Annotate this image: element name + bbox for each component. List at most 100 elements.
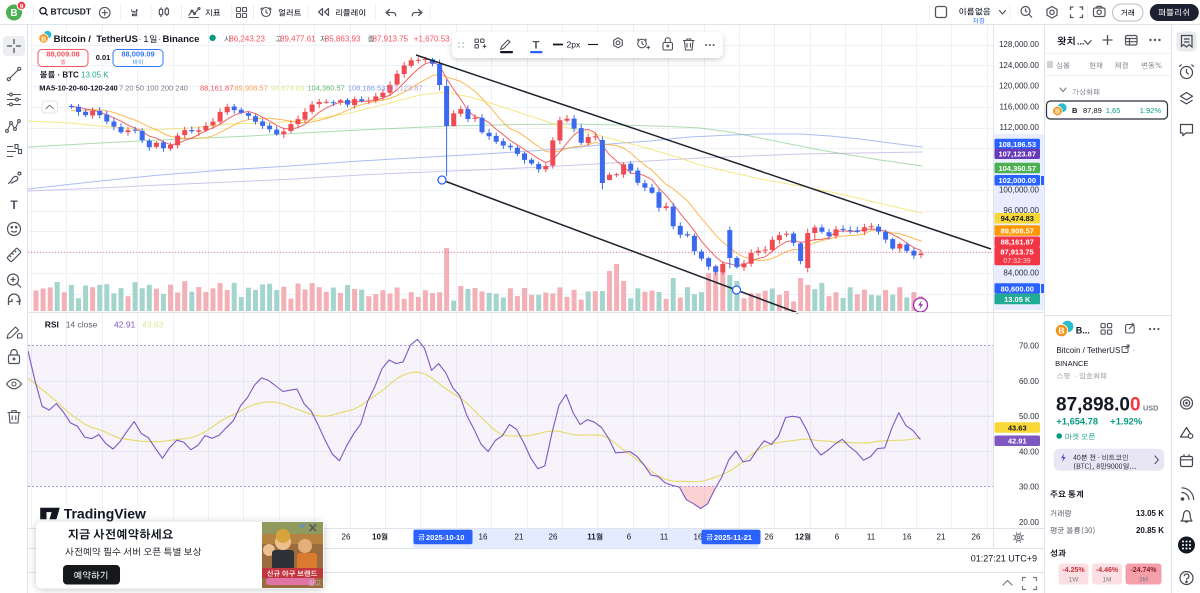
svg-text:...: ... <box>1077 37 1085 47</box>
svg-text:·: · <box>1075 372 1077 381</box>
svg-text:107,123.87: 107,123.87 <box>385 84 423 93</box>
svg-text:2px: 2px <box>567 40 581 50</box>
svg-text:·: · <box>158 34 161 45</box>
svg-text:102,000.00: 102,000.00 <box>998 176 1036 185</box>
svg-text:2025-11-21: 2025-11-21 <box>714 533 752 542</box>
svg-text:116,000.00: 116,000.00 <box>1000 102 1040 111</box>
svg-text:07:32:39: 07:32:39 <box>1003 258 1030 265</box>
svg-text:1: 1 <box>143 34 148 45</box>
svg-text:RSI: RSI <box>45 320 59 330</box>
svg-text:13.05 K: 13.05 K <box>81 71 109 80</box>
svg-text:26: 26 <box>549 533 558 542</box>
svg-text:B: B <box>1072 106 1078 115</box>
svg-text:70.00: 70.00 <box>1019 342 1040 351</box>
svg-text:-24.74%: -24.74% <box>1130 567 1157 574</box>
svg-text:26: 26 <box>342 533 351 542</box>
svg-text:12: 12 <box>795 533 804 542</box>
svg-text:0.01: 0.01 <box>96 53 111 62</box>
svg-text:MA5-10-20-60-120-240: MA5-10-20-60-120-240 <box>39 84 117 93</box>
svg-text:124,000.00: 124,000.00 <box>999 61 1040 70</box>
svg-text:-4.46%: -4.46% <box>1096 567 1119 574</box>
svg-text:· BTC: · BTC <box>58 71 80 80</box>
svg-text:89,477.61: 89,477.61 <box>280 35 316 44</box>
svg-text:-4.25%: -4.25% <box>1062 567 1085 574</box>
svg-text:94,474.83: 94,474.83 <box>1001 214 1034 223</box>
svg-text:21: 21 <box>937 533 946 542</box>
svg-text:16: 16 <box>903 533 912 542</box>
svg-text:26: 26 <box>765 533 774 542</box>
svg-text:89,908.57: 89,908.57 <box>234 84 267 93</box>
svg-text:13.05 K: 13.05 K <box>1004 295 1031 304</box>
svg-text:Bitcoin: Bitcoin <box>54 34 86 45</box>
svg-text:11: 11 <box>867 533 876 542</box>
svg-text:42.91: 42.91 <box>1008 437 1027 446</box>
svg-text:+1,654.78: +1,654.78 <box>1056 417 1098 427</box>
svg-text:·: · <box>1133 346 1136 355</box>
svg-text:86,243.23: 86,243.23 <box>229 35 265 44</box>
svg-text:104,360.57: 104,360.57 <box>307 84 345 93</box>
svg-text:20.85 K: 20.85 K <box>1136 526 1164 535</box>
svg-text:TetherUS: TetherUS <box>96 34 138 45</box>
svg-text:B...: B... <box>1076 326 1090 336</box>
svg-text:1M: 1M <box>1102 577 1111 584</box>
svg-text:T: T <box>10 198 18 212</box>
svg-text:1.92%: 1.92% <box>1140 106 1162 115</box>
svg-text:120,000.00: 120,000.00 <box>999 82 1040 91</box>
svg-text:112,000.00: 112,000.00 <box>1000 123 1040 132</box>
svg-text:1W: 1W <box>1069 577 1080 584</box>
svg-text:87,913.75: 87,913.75 <box>1000 248 1033 257</box>
svg-text:+1,670.53: +1,670.53 <box>414 35 450 44</box>
svg-text:6: 6 <box>835 533 840 542</box>
svg-text:43.63: 43.63 <box>1008 423 1027 432</box>
svg-text:107,123.87: 107,123.87 <box>998 150 1036 159</box>
svg-text:87,913.75: 87,913.75 <box>373 35 409 44</box>
svg-text:1,65: 1,65 <box>1106 106 1121 115</box>
svg-text:6: 6 <box>627 533 632 542</box>
svg-text:B: B <box>1058 326 1064 336</box>
svg-text:87,898.0: 87,898.0 <box>1056 395 1130 416</box>
svg-text:7 20 50 100 200 240: 7 20 50 100 200 240 <box>119 84 188 93</box>
svg-text:84,000.00: 84,000.00 <box>1003 268 1039 277</box>
svg-text:BTCUSDT: BTCUSDT <box>51 7 92 17</box>
svg-text:40.00: 40.00 <box>1019 447 1040 456</box>
svg-text:26: 26 <box>972 533 981 542</box>
svg-text:3M: 3M <box>1139 577 1148 584</box>
svg-text:Bitcoin / TetherUS: Bitcoin / TetherUS <box>1056 346 1120 355</box>
svg-text:89,908.57: 89,908.57 <box>1001 226 1034 235</box>
svg-text:108,186.53: 108,186.53 <box>348 84 386 93</box>
svg-text:108,186.53: 108,186.53 <box>998 140 1036 149</box>
svg-text:42.91: 42.91 <box>114 320 136 330</box>
svg-text:16: 16 <box>479 533 488 542</box>
svg-text:88,009.08: 88,009.08 <box>46 50 79 59</box>
svg-text:94,674.83: 94,674.83 <box>271 84 304 93</box>
svg-text:14 close: 14 close <box>66 320 98 330</box>
svg-text:88,161.87: 88,161.87 <box>1001 238 1034 247</box>
svg-text:88,009.09: 88,009.09 <box>121 50 154 59</box>
svg-text:/: / <box>88 34 91 45</box>
svg-text:43.63: 43.63 <box>142 320 164 330</box>
svg-text:87,89: 87,89 <box>1083 106 1102 115</box>
svg-text:0: 0 <box>1130 395 1141 416</box>
svg-text:13.05 K: 13.05 K <box>1136 509 1164 518</box>
svg-text:88,161.87: 88,161.87 <box>200 84 233 93</box>
svg-text:BINANCE: BINANCE <box>1055 359 1088 368</box>
svg-text:16: 16 <box>694 533 703 542</box>
svg-text:80,600.00: 80,600.00 <box>1001 284 1034 293</box>
svg-text:10: 10 <box>372 533 381 542</box>
svg-text:104,360.57: 104,360.57 <box>998 164 1036 173</box>
svg-text:85,863.93: 85,863.93 <box>325 35 361 44</box>
svg-text:21: 21 <box>515 533 524 542</box>
svg-text:T: T <box>533 40 540 52</box>
svg-text:30.00: 30.00 <box>1019 483 1040 492</box>
svg-text:20.00: 20.00 <box>1019 518 1040 527</box>
svg-text:+1.92%: +1.92% <box>1110 417 1143 427</box>
svg-text:11: 11 <box>660 533 669 542</box>
svg-text:Binance: Binance <box>163 34 200 45</box>
svg-text:·: · <box>138 34 141 45</box>
svg-text:USD: USD <box>1143 404 1158 413</box>
svg-text:60.00: 60.00 <box>1019 377 1040 386</box>
svg-text:2025-10-10: 2025-10-10 <box>426 533 464 542</box>
svg-text:100,000.00: 100,000.00 <box>999 185 1040 194</box>
svg-text:TradingView: TradingView <box>64 506 146 522</box>
svg-text:11: 11 <box>587 533 596 542</box>
